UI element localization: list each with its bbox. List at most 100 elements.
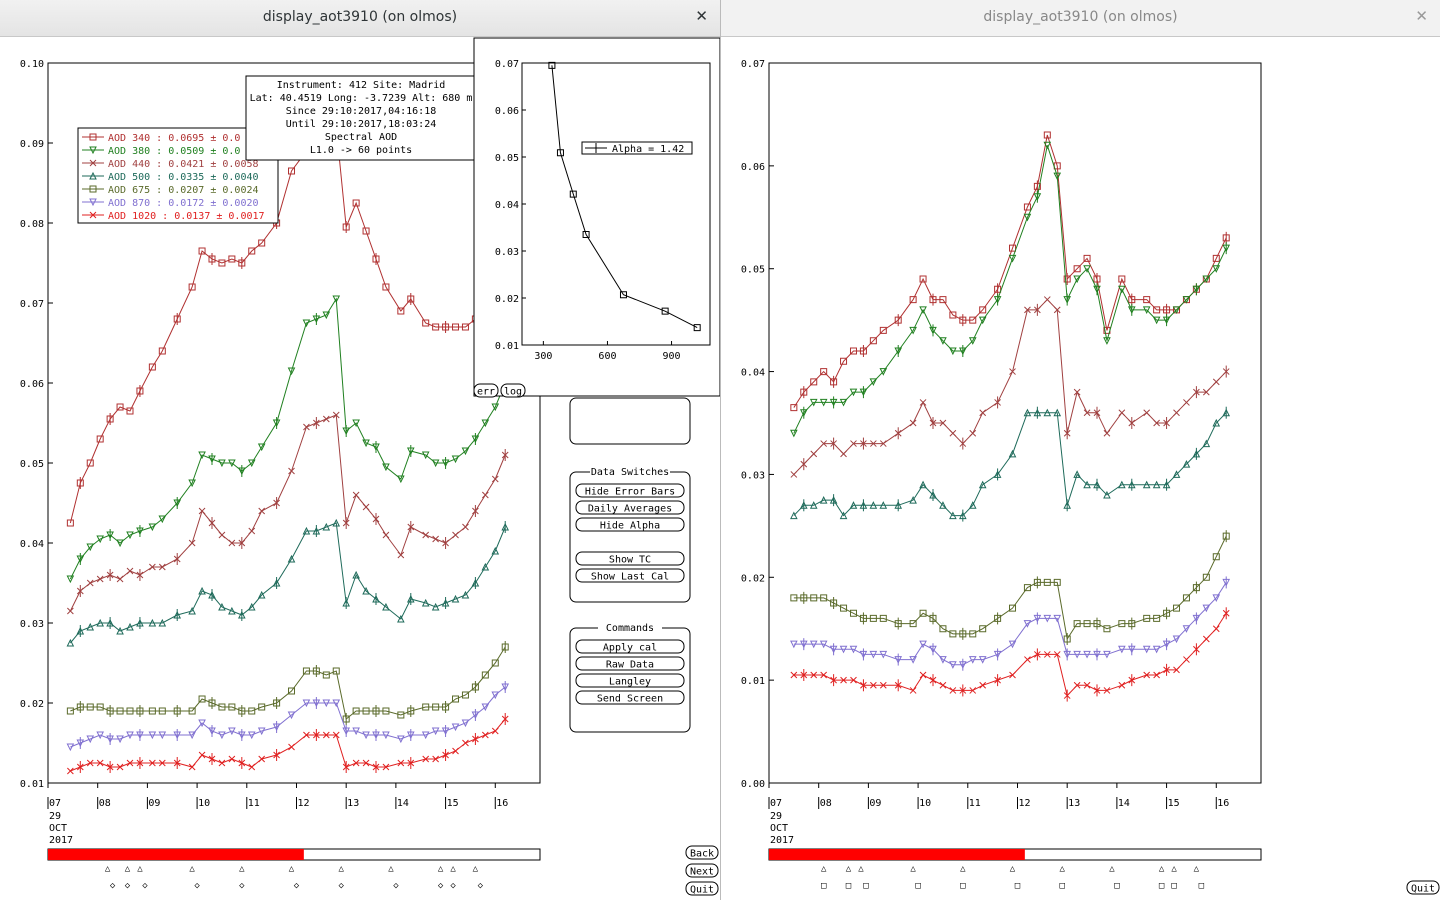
data-point xyxy=(441,459,450,468)
switch-button-label[interactable]: Show TC xyxy=(609,555,651,566)
switch-button-frame[interactable] xyxy=(575,500,685,515)
date-day: 29 xyxy=(49,811,61,822)
log-button-frame[interactable] xyxy=(500,383,526,398)
data-point xyxy=(136,618,144,627)
data-point xyxy=(452,531,459,539)
command-button-frame[interactable] xyxy=(575,673,685,688)
data-point xyxy=(969,316,977,324)
titlebar-left[interactable]: display_aot3910 (on olmos) ✕ xyxy=(0,0,720,37)
switch-button[interactable]: Hide Error Bars xyxy=(575,483,685,498)
data-point xyxy=(116,403,124,411)
data-point xyxy=(909,296,917,304)
langley-mark: △ xyxy=(910,864,916,874)
data-point xyxy=(1053,306,1061,314)
data-point xyxy=(1073,388,1081,396)
command-button[interactable]: Send Screen xyxy=(575,690,685,705)
data-point xyxy=(208,255,216,263)
command-button-label[interactable]: Raw Data xyxy=(606,660,654,671)
data-point xyxy=(1202,388,1210,396)
quit-button[interactable]: Quit xyxy=(685,881,719,896)
cal-mark: ◇ xyxy=(393,881,399,891)
err-button[interactable]: err xyxy=(473,383,499,398)
titlebar-right[interactable]: display_aot3910 (on olmos) ✕ xyxy=(721,0,1440,37)
data-point xyxy=(859,501,868,509)
window-right: display_aot3910 (on olmos) ✕ 0.00 0.01 0.0… xyxy=(720,0,1440,900)
data-point xyxy=(116,539,124,548)
legend-label: AOD 340 : 0.0695 ± 0.0 xyxy=(108,133,240,144)
switch-button-frame[interactable] xyxy=(575,517,685,532)
command-button-label[interactable]: Apply cal xyxy=(603,643,657,654)
switch-button-frame[interactable] xyxy=(575,551,685,566)
next-button-label[interactable]: Next xyxy=(690,867,714,878)
switch-button-label[interactable]: Show Last Cal xyxy=(591,572,669,583)
switch-button[interactable]: Daily Averages xyxy=(575,500,685,515)
data-point xyxy=(1024,656,1031,663)
inset-y-label: 0.03 xyxy=(495,247,519,258)
data-point xyxy=(894,347,903,356)
y-tick-label: 0.07 xyxy=(741,59,765,70)
command-button-label[interactable]: Langley xyxy=(609,677,651,688)
switch-button-label[interactable]: Daily Averages xyxy=(588,504,672,515)
data-point xyxy=(248,763,256,771)
data-point xyxy=(258,703,266,711)
data-point xyxy=(431,727,440,736)
next-button[interactable]: Next xyxy=(685,863,719,878)
command-button[interactable]: Apply cal xyxy=(575,639,685,654)
err-button-frame[interactable] xyxy=(473,383,499,398)
legend-marker xyxy=(89,146,97,155)
time-progress-bar[interactable] xyxy=(768,848,1262,861)
data-point xyxy=(287,554,296,563)
data-point xyxy=(173,731,182,740)
command-button-frame[interactable] xyxy=(575,639,685,654)
next-button-frame[interactable] xyxy=(685,863,719,878)
data-point xyxy=(86,759,94,767)
inset-x-label: 600 xyxy=(598,351,616,362)
x-tick-label: 10 xyxy=(198,798,210,809)
quit-button-label[interactable]: Quit xyxy=(1411,884,1435,895)
series-line xyxy=(793,298,1227,475)
switch-button-label[interactable]: Hide Error Bars xyxy=(585,487,675,498)
command-button[interactable]: Langley xyxy=(575,673,685,688)
series-aod-500 xyxy=(66,518,510,647)
switch-button[interactable]: Hide Alpha xyxy=(575,517,685,532)
data-point xyxy=(322,731,330,739)
switch-button-frame[interactable] xyxy=(575,483,685,498)
switch-button[interactable]: Show TC xyxy=(575,551,685,566)
back-button-frame[interactable] xyxy=(685,845,719,860)
data-point xyxy=(959,687,967,694)
close-icon[interactable]: ✕ xyxy=(1415,7,1428,25)
time-progress-bar[interactable] xyxy=(47,848,541,861)
data-point xyxy=(1034,651,1041,658)
back-button[interactable]: Back xyxy=(685,845,719,860)
data-point xyxy=(362,759,370,767)
legend-label: AOD 380 : 0.0509 ± 0.0 xyxy=(108,146,240,157)
quit-button-frame[interactable] xyxy=(1406,880,1440,895)
info-line: Lat: 40.4519 Long: -3.7239 Alt: 680 m xyxy=(250,93,473,104)
data-point xyxy=(228,755,236,763)
switch-button-label[interactable]: Hide Alpha xyxy=(600,521,660,532)
command-button-label[interactable]: Send Screen xyxy=(597,694,663,705)
switch-button[interactable]: Show Last Cal xyxy=(575,568,685,583)
back-button-label[interactable]: Back xyxy=(690,849,714,860)
command-button-frame[interactable] xyxy=(575,690,685,705)
switch-button-frame[interactable] xyxy=(575,568,685,583)
log-button-label[interactable]: log xyxy=(504,387,522,398)
command-button-frame[interactable] xyxy=(575,656,685,671)
cal-mark: ◇ xyxy=(110,881,116,891)
data-point xyxy=(1143,409,1151,417)
quit-button-frame[interactable] xyxy=(685,881,719,896)
err-button-label[interactable]: err xyxy=(477,387,495,398)
info-box: Instrument: 412 Site: Madrid Lat: 40.4519… xyxy=(245,75,477,161)
command-button[interactable]: Raw Data xyxy=(575,656,685,671)
close-icon[interactable]: ✕ xyxy=(695,7,708,25)
data-point xyxy=(322,415,330,423)
quit-button-label[interactable]: Quit xyxy=(690,885,714,896)
data-point xyxy=(1103,490,1111,499)
quit-button[interactable]: Quit xyxy=(1406,880,1440,895)
data-point xyxy=(397,551,405,559)
data-point xyxy=(894,656,903,664)
data-point xyxy=(829,645,838,654)
log-button[interactable]: log xyxy=(500,383,526,398)
data-point xyxy=(322,671,330,679)
data-point xyxy=(839,511,848,520)
